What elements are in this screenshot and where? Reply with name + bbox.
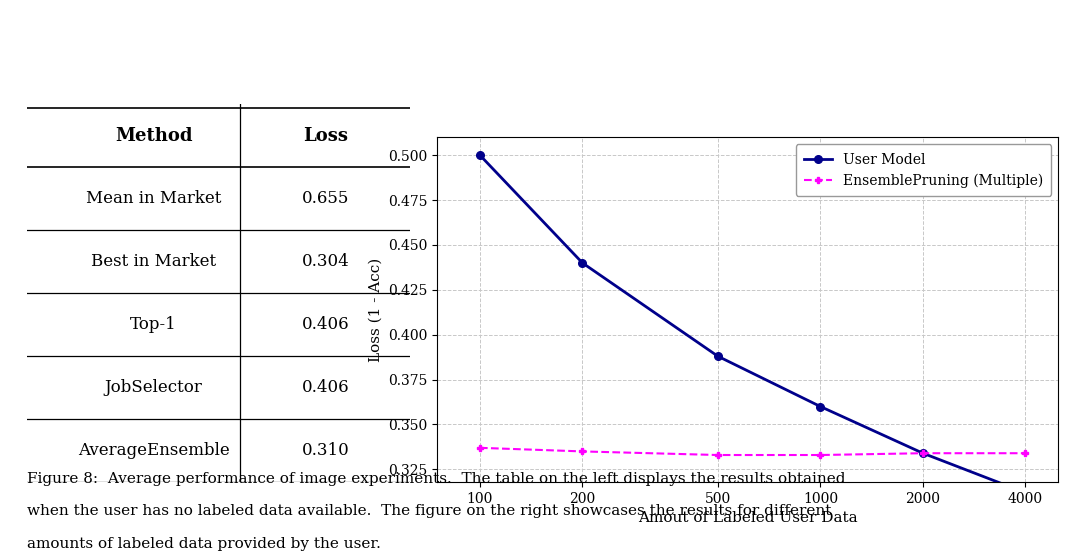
EnsemblePruning (Multiple) bbox=[712, 452, 725, 458]
EnsemblePruning (Multiple) bbox=[917, 450, 930, 457]
Text: 0.310: 0.310 bbox=[302, 442, 350, 459]
Text: JobSelector: JobSelector bbox=[105, 379, 202, 396]
EnsemblePruning (Multiple) bbox=[473, 445, 486, 451]
Text: when the user has no labeled data available.  The figure on the right showcases : when the user has no labeled data availa… bbox=[27, 504, 832, 518]
Text: Best in Market: Best in Market bbox=[91, 253, 216, 270]
User Model bbox=[1018, 489, 1031, 496]
Line: User Model: User Model bbox=[476, 152, 1029, 497]
User Model bbox=[473, 152, 486, 159]
User Model bbox=[814, 403, 827, 410]
Text: 0.304: 0.304 bbox=[302, 253, 350, 270]
Text: Figure 8:  Average performance of image experiments.  The table on the left disp: Figure 8: Average performance of image e… bbox=[27, 472, 846, 486]
User Model bbox=[576, 259, 589, 266]
Legend: User Model, EnsemblePruning (Multiple): User Model, EnsemblePruning (Multiple) bbox=[796, 144, 1052, 196]
Y-axis label: Loss (1 - Acc): Loss (1 - Acc) bbox=[368, 258, 382, 362]
EnsemblePruning (Multiple) bbox=[1018, 450, 1031, 457]
Text: 0.406: 0.406 bbox=[302, 316, 350, 333]
Text: amounts of labeled data provided by the user.: amounts of labeled data provided by the … bbox=[27, 537, 381, 551]
Text: Mean in Market: Mean in Market bbox=[85, 190, 221, 207]
Text: 0.406: 0.406 bbox=[302, 379, 350, 396]
EnsemblePruning (Multiple) bbox=[576, 448, 589, 455]
Text: AverageEnsemble: AverageEnsemble bbox=[78, 442, 229, 459]
EnsemblePruning (Multiple) bbox=[814, 452, 827, 458]
Text: 0.655: 0.655 bbox=[302, 190, 350, 207]
Text: Top-1: Top-1 bbox=[131, 316, 177, 333]
Line: EnsemblePruning (Multiple): EnsemblePruning (Multiple) bbox=[476, 445, 1029, 458]
Text: Loss: Loss bbox=[303, 127, 349, 144]
X-axis label: Amout of Labeled User Data: Amout of Labeled User Data bbox=[638, 511, 858, 525]
Text: Method: Method bbox=[114, 127, 192, 144]
User Model bbox=[917, 450, 930, 457]
User Model bbox=[712, 353, 725, 359]
